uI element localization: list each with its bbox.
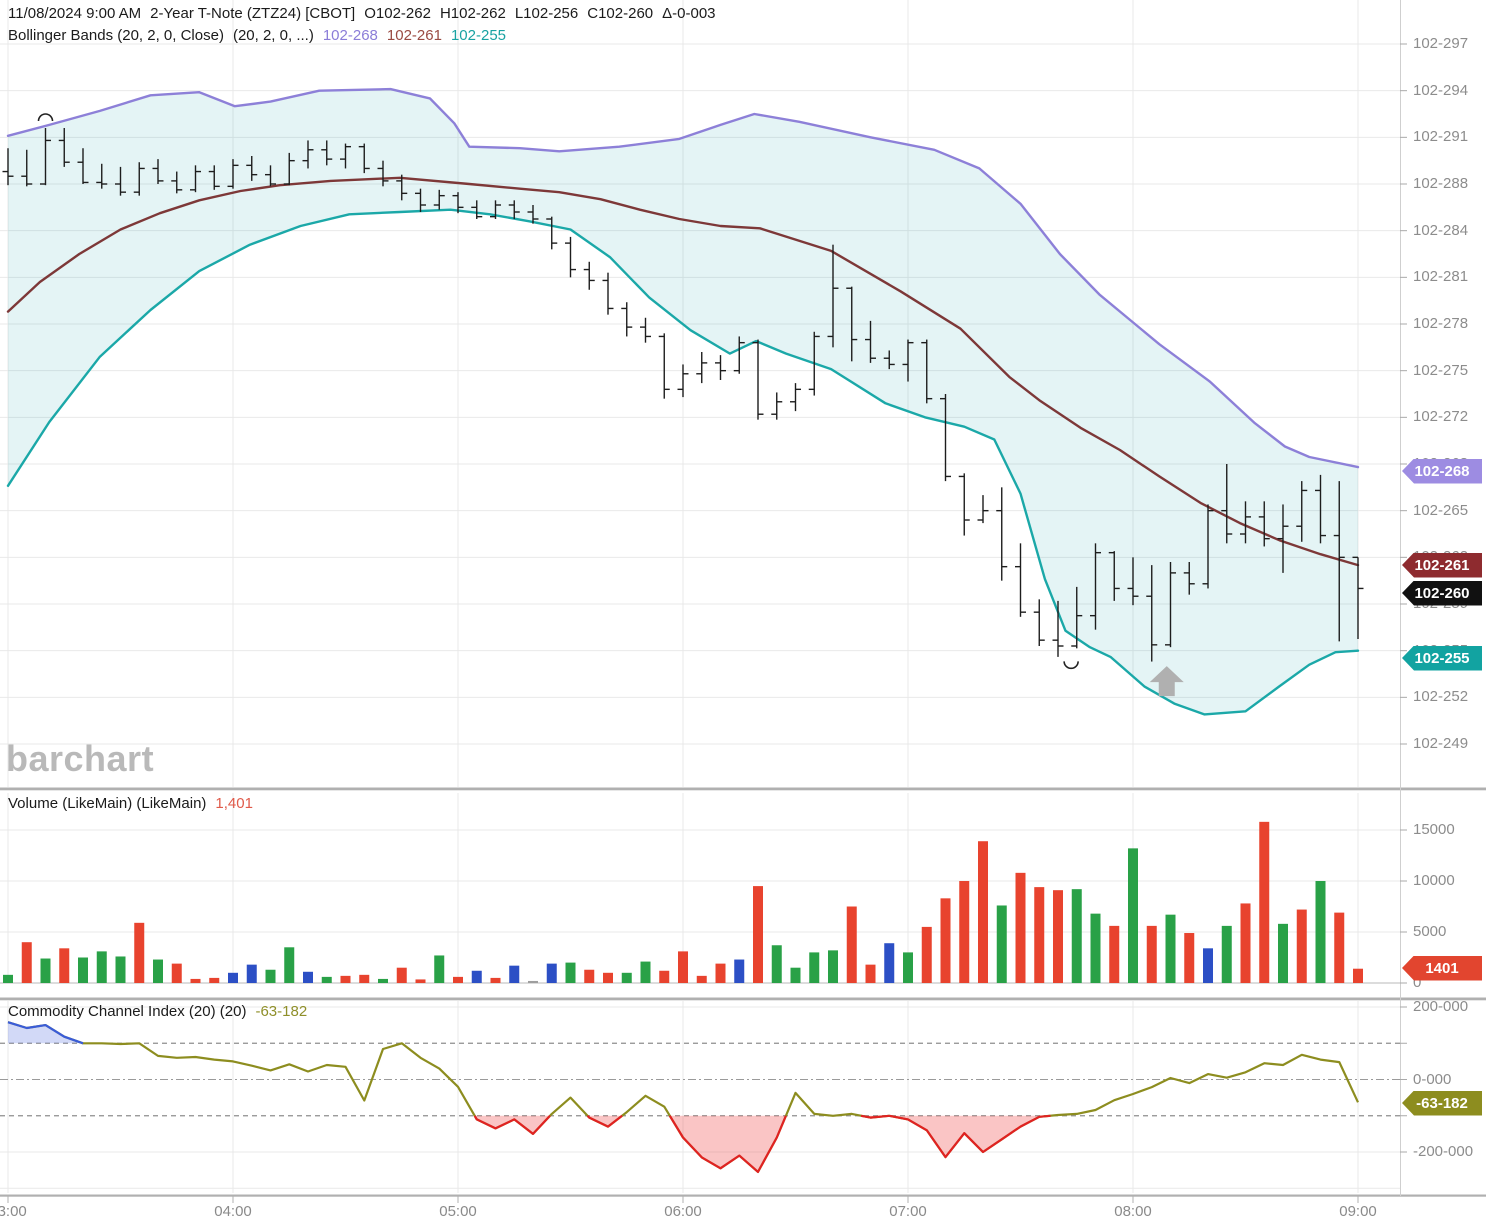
price-axis-label: 102-265 — [1413, 501, 1469, 519]
bb-lower-badge: 102-255 — [1402, 645, 1482, 671]
barchart-watermark: barchart — [6, 738, 155, 779]
study-name[interactable]: Bollinger Bands (20, 2, 0, Close) — [8, 27, 224, 44]
cci-axis-label: 200-000 — [1413, 998, 1469, 1015]
price-axis-label: 102-275 — [1413, 361, 1469, 379]
cci-value: -63-182 — [255, 1003, 308, 1020]
price-axis-label: 102-278 — [1413, 315, 1469, 332]
price-axis-label: 102-272 — [1413, 408, 1469, 426]
time-axis-label: 05:00 — [439, 1203, 477, 1220]
cci-axis-label: 0-000 — [1413, 1070, 1452, 1088]
price-axis-label: 102-288 — [1413, 175, 1469, 192]
cci-badge: -63-182 — [1402, 1090, 1482, 1116]
volume-axis-label: 5000 — [1413, 923, 1447, 940]
cci-axis-label: -200-000 — [1413, 1143, 1474, 1160]
time-axis-label: 04:00 — [214, 1203, 252, 1220]
time-axis-label: 09:00 — [1339, 1203, 1377, 1220]
volume-value: 1,401 — [215, 795, 253, 812]
bb-upper-badge: 102-268 — [1402, 458, 1482, 484]
time-axis-label: 03:00 — [0, 1203, 27, 1220]
price-axis-label: 102-249 — [1413, 735, 1469, 752]
cci-legend: Commodity Channel Index (20) (20) -63-182 — [8, 1003, 316, 1020]
time-axis-label: 08:00 — [1114, 1203, 1152, 1220]
price-axis-label: 102-297 — [1413, 35, 1469, 52]
price-axis-label: 102-252 — [1413, 688, 1469, 706]
bb-middle-badge: 102-261 — [1402, 552, 1482, 578]
study-legend: Bollinger Bands (20, 2, 0, Close) (20, 2,… — [8, 27, 515, 44]
volume-study-name[interactable]: Volume (LikeMain) (LikeMain) — [8, 795, 207, 812]
volume-axis-label: 0 — [1413, 974, 1422, 991]
bb-upper-value: 102-268 — [322, 27, 378, 44]
study-params: (20, 2, 0, ...) — [232, 27, 314, 44]
header-change: Δ-0-003 — [662, 5, 716, 22]
header-close: C102-260 — [587, 5, 654, 22]
bb-middle-value: 102-261 — [386, 27, 442, 44]
volume-legend: Volume (LikeMain) (LikeMain) 1,401 — [8, 795, 262, 812]
header-symbol: 2-Year T-Note (ZTZ24) [CBOT] — [150, 5, 356, 22]
price-axis-label: 102-294 — [1413, 81, 1469, 99]
time-axis-label: 07:00 — [889, 1203, 927, 1220]
header-low: L102-256 — [514, 5, 579, 22]
price-axis-label: 102-284 — [1413, 221, 1469, 239]
bb-lower-value: 102-255 — [450, 27, 507, 44]
price-axis-label: 102-281 — [1413, 268, 1469, 286]
header-open: O102-262 — [364, 5, 431, 22]
header-high: H102-262 — [439, 5, 506, 22]
volume-badge: 1401 — [1402, 955, 1482, 981]
price-axis-label: 102-291 — [1413, 128, 1469, 146]
chart-header: 11/08/2024 9:00 AM 2-Year T-Note (ZTZ24) … — [8, 5, 725, 22]
last-price-badge: 102-260 — [1402, 580, 1482, 606]
header-datetime: 11/08/2024 9:00 AM — [8, 5, 142, 22]
cci-study-name[interactable]: Commodity Channel Index (20) (20) — [8, 1003, 247, 1020]
time-axis-label: 06:00 — [664, 1203, 702, 1220]
volume-axis-label: 10000 — [1413, 872, 1455, 889]
volume-axis-label: 15000 — [1413, 821, 1455, 838]
